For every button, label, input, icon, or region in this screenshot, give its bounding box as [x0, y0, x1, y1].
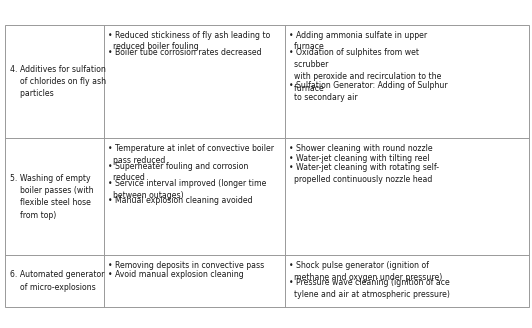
Text: • Avoid manual explosion cleaning: • Avoid manual explosion cleaning — [108, 270, 244, 279]
Text: • Sulfation Generator: Adding of Sulphur
  to secondary air: • Sulfation Generator: Adding of Sulphur… — [289, 81, 447, 102]
Text: • Reduced stickiness of fly ash leading to
  reduced boiler fouling: • Reduced stickiness of fly ash leading … — [108, 31, 270, 51]
Text: • Temperature at inlet of convective boiler
  pass reduced: • Temperature at inlet of convective boi… — [108, 144, 274, 165]
Text: • Service interval improved (longer time
  between outages): • Service interval improved (longer time… — [108, 179, 267, 200]
Text: 4. Additives for sulfation
    of chlorides on fly ash
    particles: 4. Additives for sulfation of chlorides … — [10, 65, 106, 98]
Text: • Adding ammonia sulfate in upper
  furnace: • Adding ammonia sulfate in upper furnac… — [289, 31, 427, 51]
Bar — [5, 25, 529, 307]
Text: • Removing deposits in convective pass: • Removing deposits in convective pass — [108, 261, 264, 270]
Text: • Superheater fouling and corrosion
  reduced: • Superheater fouling and corrosion redu… — [108, 161, 248, 182]
Text: • Manual explosion cleaning avoided: • Manual explosion cleaning avoided — [108, 196, 253, 205]
Text: 5. Washing of empty
    boiler passes (with
    flexible steel hose
    from top: 5. Washing of empty boiler passes (with … — [10, 174, 93, 219]
Text: • Shower cleaning with round nozzle: • Shower cleaning with round nozzle — [289, 144, 433, 153]
Text: • Water-jet cleaning with tilting reel: • Water-jet cleaning with tilting reel — [289, 154, 429, 163]
Text: 6. Automated generator
    of micro-explosions: 6. Automated generator of micro-explosio… — [10, 270, 104, 292]
Text: • Water-jet cleaning with rotating self-
  propelled continuously nozzle head: • Water-jet cleaning with rotating self-… — [289, 163, 439, 184]
Text: • Oxidation of sulphites from wet
  scrubber
  with peroxide and recirculation t: • Oxidation of sulphites from wet scrubb… — [289, 48, 441, 92]
Text: • Shock pulse generator (ignition of
  methane and oxygen under pressure): • Shock pulse generator (ignition of met… — [289, 261, 442, 282]
Text: • Pressure wave cleaning (ignition of ace
  tylene and air at atmospheric pressu: • Pressure wave cleaning (ignition of ac… — [289, 278, 450, 299]
Text: • Boiler tube corrosion rates decreased: • Boiler tube corrosion rates decreased — [108, 48, 262, 57]
